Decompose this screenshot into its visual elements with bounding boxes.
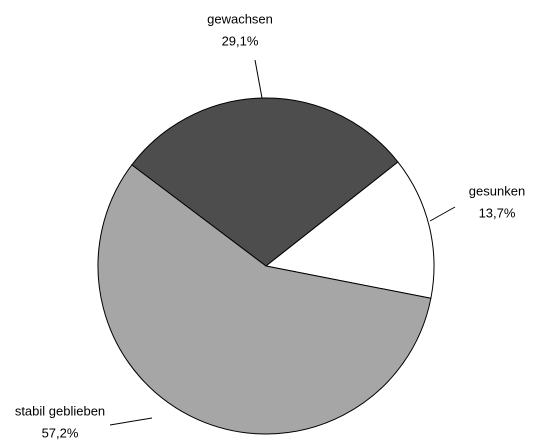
pie-slice [131,97,399,267]
pie-slice [97,164,432,435]
slice-value-label: 29,1% [222,33,259,48]
leader-line [254,59,263,99]
slice-label: gewachsen [207,11,273,26]
slice-value-label: 13,7% [479,205,516,220]
leader-line [429,206,456,222]
slice-value-label: 57,2% [42,425,79,440]
slice-label: stabil geblieben [15,403,105,418]
slice-label: gesunken [469,183,525,198]
leader-line [109,417,153,426]
pie-slice [264,161,435,299]
